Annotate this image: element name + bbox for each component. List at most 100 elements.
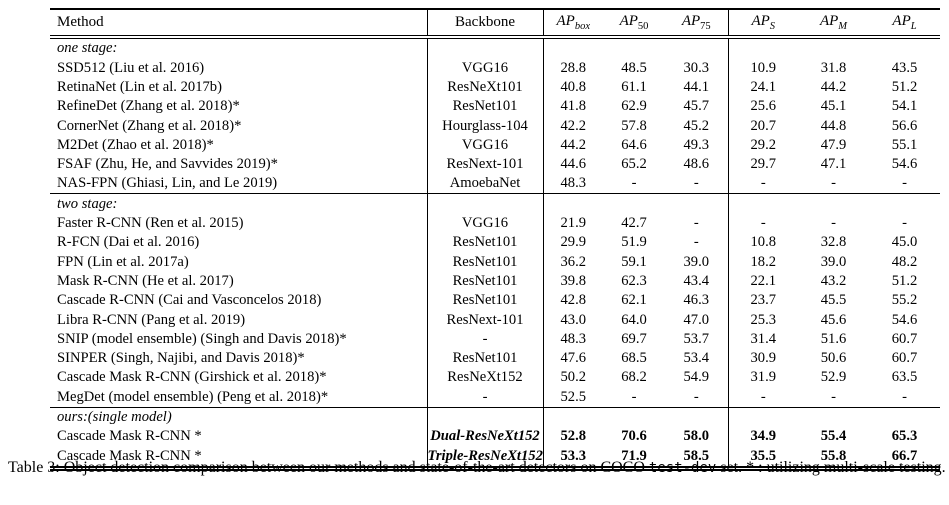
metric-value-cell: 46.3	[665, 290, 729, 311]
empty-cell	[728, 406, 798, 427]
metric-value-cell: 31.8	[820, 59, 847, 76]
empty-cell	[869, 193, 940, 214]
backbone-cell: ResNet101	[427, 252, 544, 272]
section-label: two stage:	[50, 193, 428, 214]
backbone-cell: ResNeXt152	[427, 368, 544, 388]
metric-value-cell: 48.3	[560, 330, 587, 347]
empty-cell	[543, 193, 603, 214]
metric-value-cell: 44.6	[560, 156, 587, 173]
method-cell: SNIP (model ensemble) (Singh and Davis 2…	[50, 329, 428, 349]
table-row: MegDet (model ensemble) (Peng et al. 201…	[50, 387, 940, 408]
method-cell: Cascade R-CNN (Cai and Vasconcelos 2018)	[50, 290, 428, 311]
metric-value-cell: 62.3	[621, 272, 647, 289]
metric-value-cell: 31.9	[750, 369, 777, 386]
section-header-row: ours:(single model)	[50, 406, 940, 427]
metric-value-cell: 66.7	[891, 447, 918, 464]
metric-value-cell: 34.9	[750, 428, 777, 445]
table-caption: Table 3: Object detection comparison bet…	[8, 457, 946, 478]
col-header-backbone: Backbone	[427, 9, 544, 39]
method-cell: RetinaNet (Lin et al. 2017b)	[50, 77, 428, 97]
empty-cell	[869, 406, 940, 427]
metric-value-cell: -	[831, 388, 836, 405]
section-label: one stage:	[50, 37, 428, 59]
metric-value-cell: 44.2	[560, 136, 587, 153]
empty-cell	[543, 37, 603, 58]
metric-value-cell: 57.8	[621, 117, 647, 134]
metric-value-cell: 47.0	[665, 310, 729, 330]
metric-value-cell: 39.8	[560, 272, 587, 289]
metric-value-cell: -	[902, 175, 907, 192]
empty-cell	[427, 193, 544, 214]
metric-value-cell: 52.5	[560, 388, 587, 405]
metric-value-cell: 63.5	[891, 369, 918, 386]
metric-value-cell: 58.0	[665, 426, 729, 447]
metric-value-cell: 54.6	[891, 311, 918, 328]
backbone-cell: ResNext-101	[427, 310, 544, 330]
backbone-cell: VGG16	[427, 58, 544, 78]
metric-value-cell: -	[665, 387, 729, 408]
metric-base: AP	[819, 13, 839, 29]
metric-value-cell: 48.5	[621, 59, 647, 76]
metric-value-cell: 10.9	[750, 59, 777, 76]
backbone-cell: ResNet101	[427, 290, 544, 311]
metric-value-cell: 29.9	[560, 234, 587, 251]
table-row: M2Det (Zhao et al. 2018)* VGG16 44.2 64.6 49…	[50, 135, 940, 155]
col-header-method: Method	[50, 9, 428, 39]
caption-code-text: test-dev	[648, 460, 717, 476]
metric-subscript: L	[910, 21, 917, 32]
metric-value-cell: 36.2	[560, 253, 587, 270]
metric-value-cell: 51.2	[891, 78, 918, 95]
metric-value-cell: 30.9	[750, 350, 777, 367]
metric-value-cell: 35.5	[750, 447, 777, 464]
method-cell: M2Det (Zhao et al. 2018)*	[50, 135, 428, 155]
metric-value-cell: 45.1	[820, 98, 847, 115]
col-header-ap-m: APM	[798, 9, 869, 39]
metric-value-cell: 52.8	[560, 428, 587, 445]
metric-value-cell: 53.4	[665, 348, 729, 369]
metric-value-cell: 40.8	[560, 78, 587, 95]
caption-suffix: set. * : utilizing multi-scale testing.	[716, 459, 946, 476]
table-row: RetinaNet (Lin et al. 2017b) ResNeXt101 40…	[50, 77, 940, 97]
table-body: one stage: SSD512 (Liu et al. 2016) VGG16 2…	[50, 37, 940, 469]
table-row: Cascade Mask R-CNN * Triple-ResNeXt152 53.…	[50, 446, 940, 469]
metric-value-cell: 47.9	[820, 136, 847, 153]
metric-value-cell: 23.7	[750, 292, 777, 309]
metric-value-cell: -	[631, 175, 637, 192]
metric-value-cell: -	[665, 232, 729, 253]
table-row: Cascade R-CNN (Cai and Vasconcelos 2018)…	[50, 290, 940, 311]
metric-value-cell: -	[760, 215, 766, 232]
metric-value-cell: 43.2	[820, 272, 847, 289]
metric-value-cell: 29.2	[750, 136, 777, 153]
metric-value-cell: -	[631, 388, 637, 405]
metric-value-cell: 32.8	[820, 234, 847, 251]
backbone-cell: ResNet101	[427, 348, 544, 369]
table-row: FSAF (Zhu, He, and Savvides 2019)* ResNex…	[50, 154, 940, 175]
metric-value-cell: -	[831, 215, 836, 232]
method-cell: Cascade Mask R-CNN *	[50, 426, 428, 447]
metric-value-cell: 55.2	[891, 292, 918, 309]
metric-base: AP	[556, 13, 575, 29]
metric-value-cell: 54.1	[891, 98, 918, 115]
method-cell: Libra R-CNN (Pang et al. 2019)	[50, 310, 428, 330]
metric-value-cell: 48.2	[891, 253, 918, 270]
metric-value-cell: 55.8	[820, 447, 847, 464]
metric-value-cell: 64.0	[621, 311, 647, 328]
metric-value-cell: 31.4	[750, 330, 777, 347]
metric-value-cell: 56.6	[891, 117, 918, 134]
metric-value-cell: -	[665, 174, 729, 194]
metric-value-cell: 45.0	[891, 234, 918, 251]
metric-value-cell: 20.7	[750, 117, 777, 134]
method-cell: R-FCN (Dai et al. 2016)	[50, 232, 428, 253]
metric-value-cell: 43.0	[560, 311, 587, 328]
metric-value-cell: 71.9	[621, 447, 647, 464]
metric-value-cell: 10.8	[750, 234, 777, 251]
backbone-cell: Hourglass-104	[427, 116, 544, 136]
metric-value-cell: 28.8	[560, 59, 587, 76]
metric-value-cell: -	[760, 175, 766, 192]
col-header-ap-s: APS	[728, 9, 798, 39]
backbone-cell: -	[427, 329, 544, 349]
metric-value-cell: 18.2	[750, 253, 777, 270]
empty-cell	[798, 193, 869, 214]
metric-value-cell: 65.2	[621, 156, 647, 173]
table-row: SNIP (model ensemble) (Singh and Davis 2…	[50, 329, 940, 349]
